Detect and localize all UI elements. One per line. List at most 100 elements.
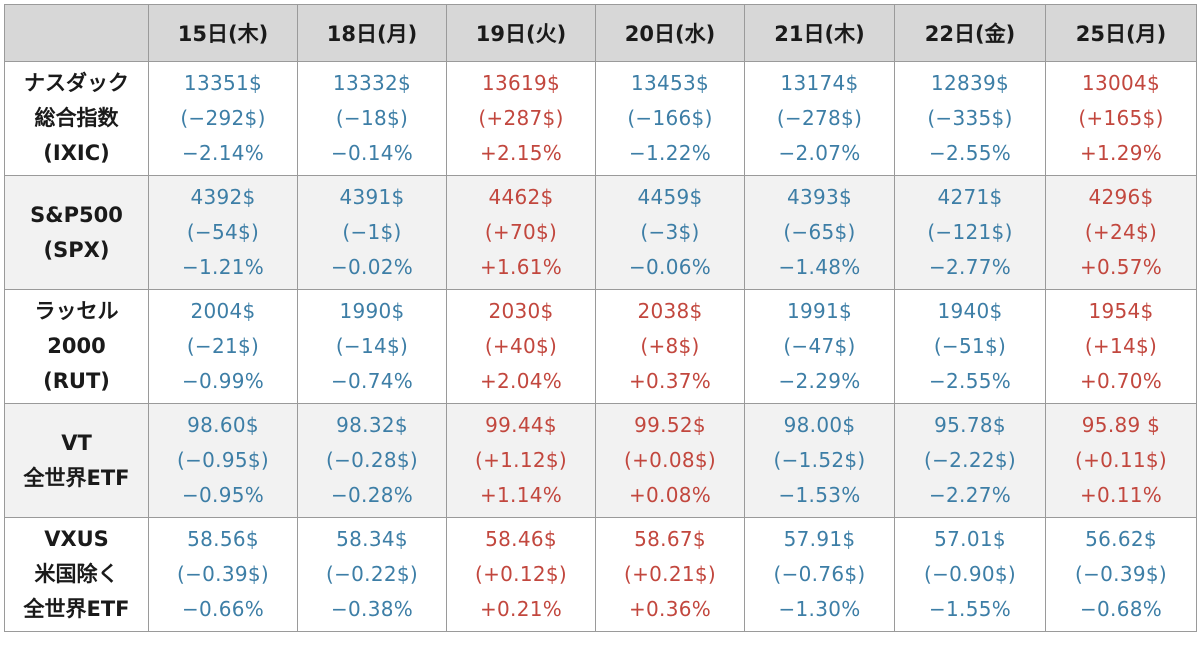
table-row: ラッセル 2000 (RUT) 2004$ (−21$) −0.99% 1990$ (−14$… — [4, 289, 1197, 404]
percent-change: +1.29% — [1079, 141, 1163, 165]
price-cell: 4296$ (+24$) +0.57% — [1045, 175, 1197, 290]
price-cell: 1954$ (+14$) +0.70% — [1045, 289, 1197, 404]
price-change: (+24$) — [1084, 220, 1158, 244]
column-header: 18日(月) — [297, 4, 447, 62]
index-price-table: 15日(木) 18日(月) 19日(火) 20日(水) 21日(木) 22日(金… — [4, 4, 1197, 632]
table-row: ナスダック 総合指数 (IXIC) 13351$ (−292$) −2.14% 13332$… — [4, 61, 1197, 176]
price-cell: 13004$ (+165$) +1.29% — [1045, 61, 1197, 176]
price-change: (−65$) — [783, 220, 856, 244]
price-change: (−0.95$) — [176, 448, 270, 472]
percent-change: +0.36% — [628, 597, 712, 621]
column-header: 22日(金) — [894, 4, 1046, 62]
price-cell: 13332$ (−18$) −0.14% — [297, 61, 447, 176]
price-cell: 13174$ (−278$) −2.07% — [744, 61, 895, 176]
percent-change: +1.14% — [479, 483, 563, 507]
corner-cell — [4, 4, 149, 62]
price-cell: 99.44$ (+1.12$) +1.14% — [446, 403, 596, 518]
row-label-line: S&P500 — [30, 202, 123, 227]
close-price: 4392$ — [190, 185, 256, 209]
price-change: (+165$) — [1078, 106, 1164, 130]
percent-change: −2.27% — [928, 483, 1012, 507]
close-price: 4391$ — [339, 185, 405, 209]
row-label-line: VXUS — [44, 527, 109, 551]
percent-change: −0.06% — [628, 255, 712, 279]
price-change: (+14$) — [1084, 334, 1158, 358]
price-change: (−1$) — [342, 220, 402, 244]
row-label-line: 米国除く — [34, 562, 119, 586]
row-label-line: (RUT) — [43, 369, 110, 393]
percent-change: −2.29% — [778, 369, 861, 393]
price-cell: 13351$ (−292$) −2.14% — [148, 61, 298, 176]
close-price: 2004$ — [190, 299, 256, 323]
close-price: 58.34$ — [336, 527, 408, 551]
price-change: (−47$) — [783, 334, 856, 358]
price-cell: 56.62$ (−0.39$) −0.68% — [1045, 517, 1197, 632]
price-change: (−14$) — [335, 334, 409, 358]
close-price: 2030$ — [488, 299, 554, 323]
percent-change: −1.48% — [778, 255, 861, 279]
row-label-line: VT — [61, 430, 92, 455]
price-cell: 58.34$ (−0.22$) −0.38% — [297, 517, 447, 632]
price-cell: 2004$ (−21$) −0.99% — [148, 289, 298, 404]
column-header: 21日(木) — [744, 4, 895, 62]
row-label-line: ラッセル — [34, 299, 119, 323]
row-label-line: (SPX) — [43, 237, 110, 262]
price-cell: 95.89 $ (+0.11$) +0.11% — [1045, 403, 1197, 518]
percent-change: +0.11% — [1079, 483, 1163, 507]
percent-change: −1.55% — [928, 597, 1012, 621]
table-row: VT 全世界ETF 98.60$ (−0.95$) −0.95% 98.32$ (−0.28… — [4, 403, 1197, 518]
price-change: (+0.21$) — [623, 562, 717, 586]
percent-change: +0.37% — [628, 369, 712, 393]
price-change: (−0.39$) — [1074, 562, 1168, 586]
percent-change: −1.30% — [778, 597, 861, 621]
table-row: VXUS 米国除く全世界ETF 58.56$ (−0.39$) −0.66% 58.34$… — [4, 517, 1197, 632]
price-cell: 58.67$ (+0.21$) +0.36% — [595, 517, 745, 632]
price-change: (−51$) — [933, 334, 1007, 358]
percent-change: +2.15% — [479, 141, 563, 165]
close-price: 1954$ — [1088, 299, 1154, 323]
price-change: (+287$) — [478, 106, 564, 130]
row-label: VT 全世界ETF — [4, 403, 149, 518]
row-label: S&P500 (SPX) — [4, 175, 149, 290]
percent-change: +0.08% — [628, 483, 712, 507]
close-price: 4296$ — [1088, 185, 1154, 209]
column-header: 15日(木) — [148, 4, 298, 62]
close-price: 1991$ — [786, 299, 853, 323]
column-header: 25日(月) — [1045, 4, 1197, 62]
price-cell: 95.78$ (−2.22$) −2.27% — [894, 403, 1046, 518]
price-cell: 4392$ (−54$) −1.21% — [148, 175, 298, 290]
price-cell: 2038$ (+8$) +0.37% — [595, 289, 745, 404]
price-cell: 98.00$ (−1.52$) −1.53% — [744, 403, 895, 518]
percent-change: −2.55% — [928, 141, 1012, 165]
close-price: 57.91$ — [783, 527, 856, 551]
price-change: (−3$) — [640, 220, 700, 244]
percent-change: −1.22% — [628, 141, 712, 165]
close-price: 57.01$ — [934, 527, 1006, 551]
price-cell: 57.91$ (−0.76$) −1.30% — [744, 517, 895, 632]
price-change: (+0.11$) — [1074, 448, 1168, 472]
price-change: (+0.08$) — [623, 448, 717, 472]
close-price: 58.56$ — [187, 527, 259, 551]
price-cell: 1990$ (−14$) −0.74% — [297, 289, 447, 404]
percent-change: −2.77% — [928, 255, 1012, 279]
price-change: (−166$) — [627, 106, 713, 130]
row-label: ナスダック 総合指数 (IXIC) — [4, 61, 149, 176]
price-change: (−0.39$) — [176, 562, 270, 586]
row-label-line: 全世界ETF — [23, 597, 130, 621]
price-change: (−0.28$) — [325, 448, 419, 472]
close-price: 4393$ — [786, 185, 853, 209]
table-row: S&P500 (SPX) 4392$ (−54$) −1.21% 4391$ (−1$) −0… — [4, 175, 1197, 290]
price-table: 15日(木) 18日(月) 19日(火) 20日(水) 21日(木) 22日(金… — [4, 4, 1197, 632]
close-price: 4462$ — [488, 185, 554, 209]
price-cell: 12839$ (−335$) −2.55% — [894, 61, 1046, 176]
price-change: (−278$) — [776, 106, 863, 130]
price-change: (−335$) — [927, 106, 1013, 130]
row-label-line: 総合指数 — [34, 106, 119, 130]
percent-change: +0.70% — [1079, 369, 1163, 393]
price-cell: 13619$ (+287$) +2.15% — [446, 61, 596, 176]
price-change: (+40$) — [484, 334, 558, 358]
close-price: 13332$ — [332, 71, 412, 95]
close-price: 13453$ — [630, 71, 710, 95]
percent-change: −0.66% — [181, 597, 265, 621]
price-cell: 58.46$ (+0.12$) +0.21% — [446, 517, 596, 632]
